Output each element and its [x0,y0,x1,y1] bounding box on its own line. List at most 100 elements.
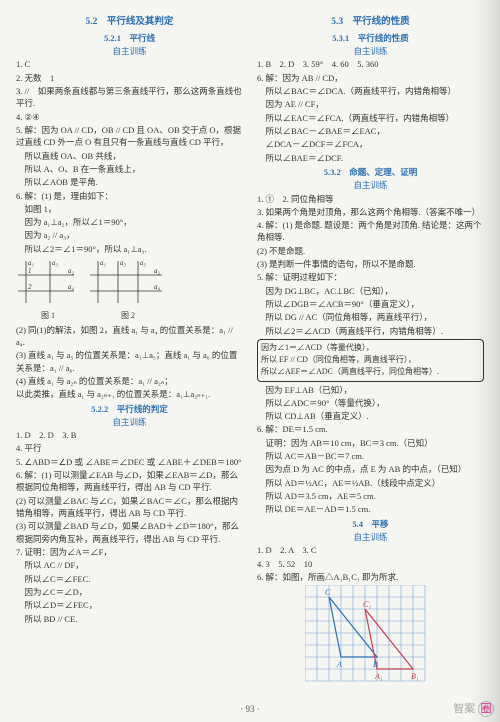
item: 所以 CD⊥AB（垂直定义）. [257,410,484,422]
fig3-svg: C A B C₁ A₁ B₁ [305,585,437,685]
item: 所以∠ADC＝90°（等量代换）， [257,397,484,409]
item: 2. 无数 1 [16,72,243,84]
item: 1. B 2. D 3. 59° 4. 60 5. 360 [257,58,484,70]
heading-5-2: 5.2 平行线及其判定 [16,16,243,30]
fig2-svg: a₁a₃a₅ a₂a₄ [88,257,168,309]
svg-text:a₃: a₃ [52,259,59,267]
fig1-svg: a₁ a₃ a₂ a₄ 1 2 [16,257,80,309]
item: 5. 解：证明过程如下： [257,271,484,283]
item: 所以∠BAC＝∠DCA.（两直线平行，内错角相等） [257,85,484,97]
item: 6. 解：(1) 可以测量∠EAB 与∠D，如果∠EAB＝∠D，那么根据同位角相… [16,469,243,494]
item: 所以 A、O、B 在一条直线上， [16,163,243,175]
svg-text:a₄: a₄ [154,283,161,291]
item: 因为 DG⊥BC，AC⊥BC（已知）， [257,285,484,297]
page-number: · 93 · [0,703,500,716]
item: 所以∠D＝∠FEC， [16,599,243,611]
svg-text:B₁: B₁ [411,672,419,681]
figure-2: a₁a₃a₅ a₂a₄ 图 2 [88,257,168,322]
svg-text:A: A [336,660,342,669]
stamp-line: 所以 EF // CD（同位角相等，两直线平行）， [261,354,480,365]
item: 所以 DE＝AE－AD＝1.5 cm. [257,503,484,515]
item: 4. ②④ [16,111,243,123]
item: 6. 解：DE＝1.5 cm. [257,423,484,435]
svg-text:2: 2 [28,283,32,291]
item: 因为 a₂ // a₃， [16,229,243,241]
svg-text:a₃: a₃ [120,259,127,267]
item: 6. 解：因为 AB // CD， [257,72,484,84]
svg-text:C: C [325,588,331,597]
svg-text:1: 1 [28,267,32,275]
item: 如图 1， [16,203,243,215]
train-label: 自主训练 [257,531,484,543]
item: 所以∠DGB＝∠ACB＝90°（垂直定义）， [257,298,484,310]
heading-5-3-1: 5.3.1 平行线的性质 [257,32,484,44]
item: 所以 AC＝AB－BC＝7 cm. [257,450,484,462]
left-column: 5.2 平行线及其判定 5.2.1 平行线 自主训练 1. C 2. 无数 1 … [16,14,243,702]
item: (3) 可以测量∠BAD 与∠D，如果∠BAD＋∠D＝180°，那么根据同旁内角… [16,520,243,545]
watermark-circled: 圈 [478,701,494,717]
item: 因为点 D 为 AC 的中点，点 E 为 AB 的中点，（已知） [257,463,484,475]
item: 所以∠EAC＝∠FCA.（两直线平行，内错角相等） [257,112,484,124]
svg-text:C₁: C₁ [363,600,371,609]
item: 1. D 2. A 3. C [257,544,484,556]
svg-text:A₁: A₁ [374,672,383,681]
item: 所以∠C＝∠FEC. [16,573,243,585]
item: 因为 EF⊥AB（已知）， [257,384,484,396]
watermark-text: 智案 [453,703,475,715]
train-label: 自主训练 [257,179,484,191]
train-label: 自主训练 [257,45,484,57]
item: 所以∠AOB 是平角. [16,176,243,188]
item: (2) 不是命题. [257,245,484,257]
item: 所以∠2＝∠ACD（两直线平行，内错角相等）. [257,325,484,337]
item: ∠DCA－∠DCF＝∠FCA， [257,138,484,150]
figure-row: a₁ a₃ a₂ a₄ 1 2 图 1 [16,257,243,322]
item: 3. 如果两个角是对顶角，那么这两个角相等.（答案不唯一） [257,206,484,218]
item: 7. 证明：因为∠A＝∠F， [16,546,243,558]
item: 以此类推，直线 a₁ 与 a₂ₙ₊₁ 的位置关系是：a₁⊥a₂ₙ₊₁. [16,388,243,400]
item: (4) 直线 a₁ 与 a₂ₙ 的位置关系是：a₁ // a₂ₙ； [16,375,243,387]
item: 所以∠BAC－∠BAE＝∠EAC， [257,125,484,137]
item: 4. 平行 [16,442,243,454]
item: 因为 a₁⊥a₂，所以∠1＝90°， [16,216,243,228]
train-label: 自主训练 [16,416,243,428]
svg-text:a₂: a₂ [68,267,75,275]
item: 1. D 2. D 3. B [16,429,243,441]
stamp-line: 所以∠AEF＝∠ADC（两直线平行，同位角相等）. [261,366,480,377]
item: 4. 3 5. 52 10 [257,558,484,570]
item: 所以 DG // AC（同位角相等，两直线平行）， [257,311,484,323]
fig2-label: 图 2 [88,310,168,322]
item: 1. ① 2. 同位角相等 [257,193,484,205]
svg-text:B: B [373,660,378,669]
item: 1. C [16,58,243,70]
watermark: 智案 圈 [453,701,494,718]
columns: 5.2 平行线及其判定 5.2.1 平行线 自主训练 1. C 2. 无数 1 … [16,14,484,702]
item: 因为 AE // CF， [257,98,484,110]
page: 5.2 平行线及其判定 5.2.1 平行线 自主训练 1. C 2. 无数 1 … [0,0,500,722]
item: 所以∠2＝∠1＝90°，所以 a₁⊥a₃. [16,243,243,255]
item: 所以 AD＝½AC，AE＝½AB.（线段中点定义） [257,477,484,489]
svg-text:a₂: a₂ [154,267,161,275]
item: 6. 解：如图，所画△A₁B₁C₁ 即为所求. [257,571,484,583]
item: 证明：因为 AB＝10 cm，BC＝3 cm.（已知） [257,437,484,449]
item: 4. 解：(1) 是命题. 题设是：两个角是对顶角. 结论是：这两个角相等. [257,219,484,244]
item: (3) 直线 a₁ 与 a₅ 的位置关系是：a₁⊥a₅；直线 a₁ 与 a₆ 的… [16,349,243,374]
item: (3) 是判断一件事情的语句，所以不是命题. [257,258,484,270]
svg-text:a₁: a₁ [28,259,34,267]
heading-5-3: 5.3 平行线的性质 [257,16,484,30]
svg-text:a₅: a₅ [140,259,147,267]
item: 所以∠BAE＝∠DCF. [257,152,484,164]
right-column: 5.3 平行线的性质 5.3.1 平行线的性质 自主训练 1. B 2. D 3… [257,14,484,702]
stamp-line: 因为∠1＝∠ACD（等量代换）， [261,342,480,353]
item: 所以 BD // CE. [16,613,243,625]
item: (2) 可以测量∠BAC 与∠C，如果∠BAC＝∠C，那么根据内错角相等，两直线… [16,495,243,520]
fig1-label: 图 1 [16,310,80,322]
train-label: 自主训练 [16,45,243,57]
heading-5-2-2: 5.2.2 平行线的判定 [16,403,243,415]
svg-text:a₄: a₄ [68,283,75,291]
item: 所以 AD＝3.5 cm，AE＝5 cm. [257,490,484,502]
heading-5-2-1: 5.2.1 平行线 [16,32,243,44]
figure-3: C A B C₁ A₁ B₁ [257,585,484,685]
item: 所以直线 OA、OB 共线， [16,150,243,162]
figure-1: a₁ a₃ a₂ a₄ 1 2 图 1 [16,257,80,322]
item: 5. 解：因为 OA // CD，OB // CD 且 OA、OB 交于点 O，… [16,124,243,149]
